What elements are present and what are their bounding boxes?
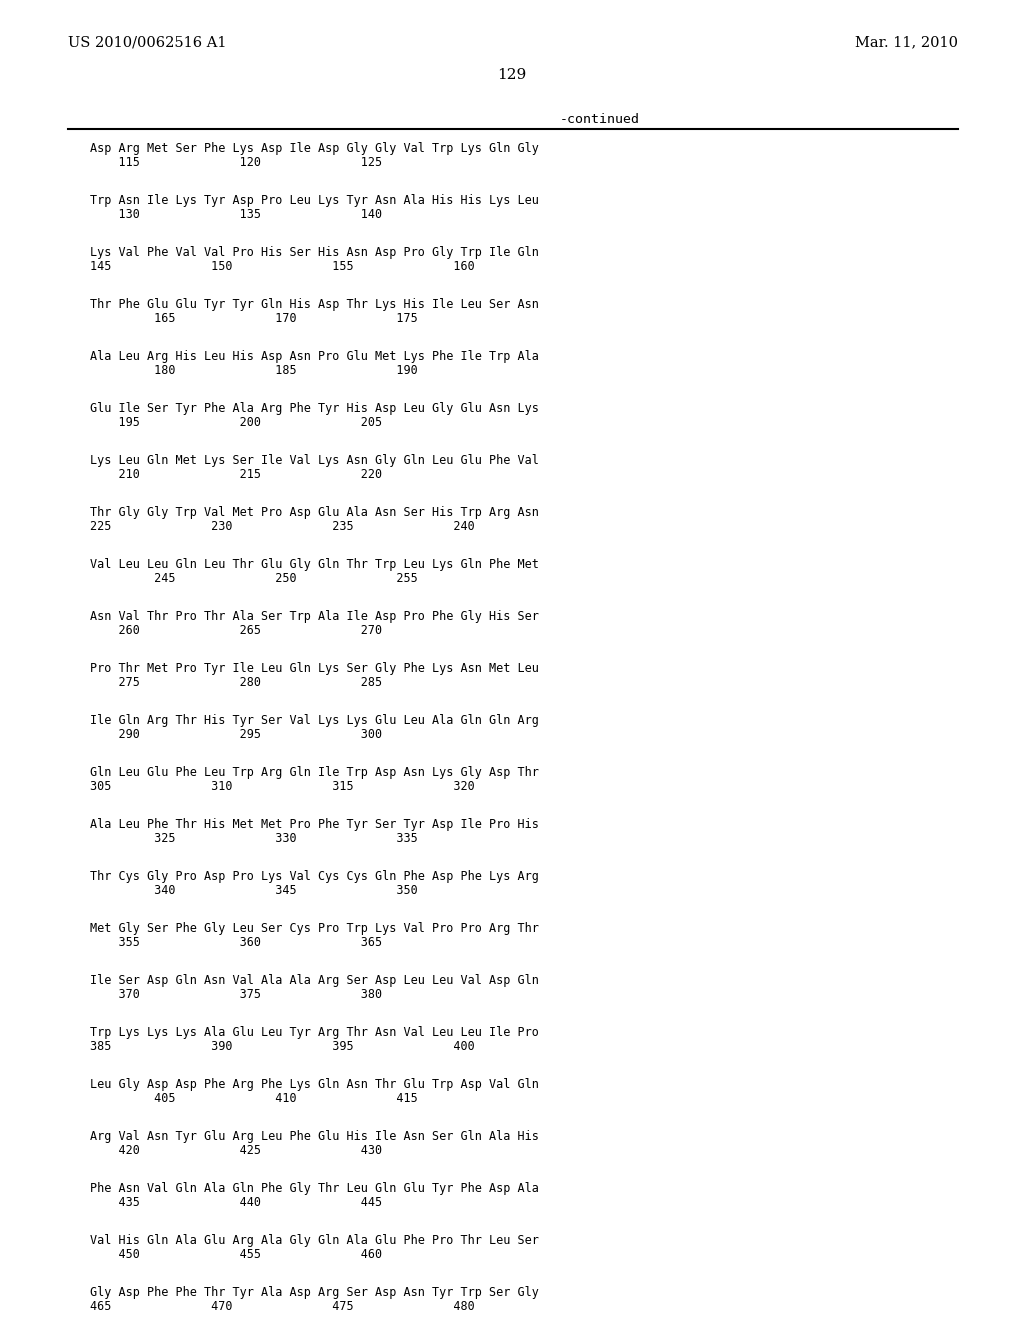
Text: -continued: -continued (560, 114, 640, 125)
Text: Lys Val Phe Val Val Pro His Ser His Asn Asp Pro Gly Trp Ile Gln: Lys Val Phe Val Val Pro His Ser His Asn … (90, 246, 539, 259)
Text: Mar. 11, 2010: Mar. 11, 2010 (855, 36, 958, 49)
Text: Arg Val Asn Tyr Glu Arg Leu Phe Glu His Ile Asn Ser Gln Ala His: Arg Val Asn Tyr Glu Arg Leu Phe Glu His … (90, 1130, 539, 1143)
Text: 165              170              175: 165 170 175 (90, 312, 418, 325)
Text: 195              200              205: 195 200 205 (90, 416, 382, 429)
Text: Ile Ser Asp Gln Asn Val Ala Ala Arg Ser Asp Leu Leu Val Asp Gln: Ile Ser Asp Gln Asn Val Ala Ala Arg Ser … (90, 974, 539, 987)
Text: Val Leu Leu Gln Leu Thr Glu Gly Gln Thr Trp Leu Lys Gln Phe Met: Val Leu Leu Gln Leu Thr Glu Gly Gln Thr … (90, 558, 539, 572)
Text: 435              440              445: 435 440 445 (90, 1196, 382, 1209)
Text: 370              375              380: 370 375 380 (90, 987, 382, 1001)
Text: 340              345              350: 340 345 350 (90, 884, 418, 898)
Text: 260              265              270: 260 265 270 (90, 624, 382, 638)
Text: 305              310              315              320: 305 310 315 320 (90, 780, 475, 793)
Text: Pro Thr Met Pro Tyr Ile Leu Gln Lys Ser Gly Phe Lys Asn Met Leu: Pro Thr Met Pro Tyr Ile Leu Gln Lys Ser … (90, 663, 539, 675)
Text: 420              425              430: 420 425 430 (90, 1144, 382, 1158)
Text: Phe Asn Val Gln Ala Gln Phe Gly Thr Leu Gln Glu Tyr Phe Asp Ala: Phe Asn Val Gln Ala Gln Phe Gly Thr Leu … (90, 1181, 539, 1195)
Text: Gly Asp Phe Phe Thr Tyr Ala Asp Arg Ser Asp Asn Tyr Trp Ser Gly: Gly Asp Phe Phe Thr Tyr Ala Asp Arg Ser … (90, 1286, 539, 1299)
Text: 210              215              220: 210 215 220 (90, 469, 382, 480)
Text: Trp Asn Ile Lys Tyr Asp Pro Leu Lys Tyr Asn Ala His His Lys Leu: Trp Asn Ile Lys Tyr Asp Pro Leu Lys Tyr … (90, 194, 539, 207)
Text: Gln Leu Glu Phe Leu Trp Arg Gln Ile Trp Asp Asn Lys Gly Asp Thr: Gln Leu Glu Phe Leu Trp Arg Gln Ile Trp … (90, 766, 539, 779)
Text: US 2010/0062516 A1: US 2010/0062516 A1 (68, 36, 226, 49)
Text: Ile Gln Arg Thr His Tyr Ser Val Lys Lys Glu Leu Ala Gln Gln Arg: Ile Gln Arg Thr His Tyr Ser Val Lys Lys … (90, 714, 539, 727)
Text: Lys Leu Gln Met Lys Ser Ile Val Lys Asn Gly Gln Leu Glu Phe Val: Lys Leu Gln Met Lys Ser Ile Val Lys Asn … (90, 454, 539, 467)
Text: 465              470              475              480: 465 470 475 480 (90, 1300, 475, 1313)
Text: Asn Val Thr Pro Thr Ala Ser Trp Ala Ile Asp Pro Phe Gly His Ser: Asn Val Thr Pro Thr Ala Ser Trp Ala Ile … (90, 610, 539, 623)
Text: 290              295              300: 290 295 300 (90, 729, 382, 741)
Text: Ala Leu Phe Thr His Met Met Pro Phe Tyr Ser Tyr Asp Ile Pro His: Ala Leu Phe Thr His Met Met Pro Phe Tyr … (90, 818, 539, 832)
Text: 245              250              255: 245 250 255 (90, 572, 418, 585)
Text: 115              120              125: 115 120 125 (90, 156, 382, 169)
Text: Asp Arg Met Ser Phe Lys Asp Ile Asp Gly Gly Val Trp Lys Gln Gly: Asp Arg Met Ser Phe Lys Asp Ile Asp Gly … (90, 143, 539, 154)
Text: Val His Gln Ala Glu Arg Ala Gly Gln Ala Glu Phe Pro Thr Leu Ser: Val His Gln Ala Glu Arg Ala Gly Gln Ala … (90, 1234, 539, 1247)
Text: 225              230              235              240: 225 230 235 240 (90, 520, 475, 533)
Text: 130              135              140: 130 135 140 (90, 209, 382, 220)
Text: 405              410              415: 405 410 415 (90, 1092, 418, 1105)
Text: Glu Ile Ser Tyr Phe Ala Arg Phe Tyr His Asp Leu Gly Glu Asn Lys: Glu Ile Ser Tyr Phe Ala Arg Phe Tyr His … (90, 403, 539, 414)
Text: Thr Phe Glu Glu Tyr Tyr Gln His Asp Thr Lys His Ile Leu Ser Asn: Thr Phe Glu Glu Tyr Tyr Gln His Asp Thr … (90, 298, 539, 312)
Text: 180              185              190: 180 185 190 (90, 364, 418, 378)
Text: 355              360              365: 355 360 365 (90, 936, 382, 949)
Text: 145              150              155              160: 145 150 155 160 (90, 260, 475, 273)
Text: 275              280              285: 275 280 285 (90, 676, 382, 689)
Text: 385              390              395              400: 385 390 395 400 (90, 1040, 475, 1053)
Text: 325              330              335: 325 330 335 (90, 832, 418, 845)
Text: 450              455              460: 450 455 460 (90, 1247, 382, 1261)
Text: Thr Gly Gly Trp Val Met Pro Asp Glu Ala Asn Ser His Trp Arg Asn: Thr Gly Gly Trp Val Met Pro Asp Glu Ala … (90, 506, 539, 519)
Text: Leu Gly Asp Asp Phe Arg Phe Lys Gln Asn Thr Glu Trp Asp Val Gln: Leu Gly Asp Asp Phe Arg Phe Lys Gln Asn … (90, 1078, 539, 1092)
Text: Met Gly Ser Phe Gly Leu Ser Cys Pro Trp Lys Val Pro Pro Arg Thr: Met Gly Ser Phe Gly Leu Ser Cys Pro Trp … (90, 921, 539, 935)
Text: Ala Leu Arg His Leu His Asp Asn Pro Glu Met Lys Phe Ile Trp Ala: Ala Leu Arg His Leu His Asp Asn Pro Glu … (90, 350, 539, 363)
Text: Trp Lys Lys Lys Ala Glu Leu Tyr Arg Thr Asn Val Leu Leu Ile Pro: Trp Lys Lys Lys Ala Glu Leu Tyr Arg Thr … (90, 1026, 539, 1039)
Text: 129: 129 (498, 69, 526, 82)
Text: Thr Cys Gly Pro Asp Pro Lys Val Cys Cys Gln Phe Asp Phe Lys Arg: Thr Cys Gly Pro Asp Pro Lys Val Cys Cys … (90, 870, 539, 883)
